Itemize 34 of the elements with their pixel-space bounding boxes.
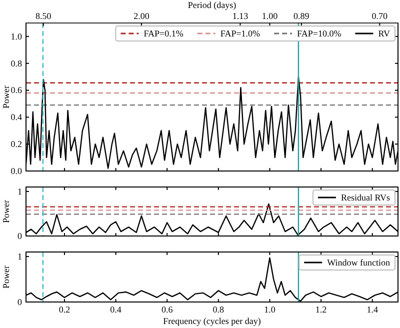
text: 1.00 <box>262 11 278 21</box>
x2-axis-title: Period (days) <box>188 0 236 10</box>
legend-label: Residual RVs <box>340 192 390 202</box>
x-tick-label: 0.8 <box>212 304 225 314</box>
y-tick-label: 0.4 <box>10 112 22 122</box>
x-tick-label: 1.2 <box>315 304 327 314</box>
y-tick-label: 0.0 <box>10 166 22 176</box>
x-axis-title: Frequency (cycles per day) <box>163 316 261 326</box>
x-tick-label: 1.4 <box>366 304 378 314</box>
x-tick-label: 0.4 <box>110 304 122 314</box>
y-tick-label: 0.6 <box>10 85 22 96</box>
text: 0.89 <box>294 11 310 21</box>
legend-label: FAP=0.1% <box>144 28 184 38</box>
text: 2.00 <box>134 11 150 21</box>
y-tick-label: 1 <box>18 186 22 196</box>
y-tick-label: 1 <box>18 251 22 262</box>
y-tick-label: 0 <box>18 230 22 241</box>
x-tick-label: 1.0 <box>264 304 276 314</box>
legend-label: FAP=1.0% <box>220 28 261 38</box>
y-tick-label: 0 <box>18 296 22 307</box>
text: 8.50 <box>35 11 52 21</box>
y-axis-title: Power <box>1 200 11 223</box>
x-tick-label: 0.2 <box>58 304 70 314</box>
text: 0.70 <box>372 11 388 21</box>
legend-label: Window function <box>327 258 390 268</box>
y-axis-title: Power <box>1 86 11 108</box>
x-tick-label: 0.6 <box>161 304 174 314</box>
y-axis-title: Power <box>1 266 11 288</box>
y-tick-label: 1.0 <box>10 31 22 42</box>
legend-label: FAP=10.0% <box>297 28 342 38</box>
y-tick-label: 0.2 <box>10 138 22 149</box>
legend-label: RV <box>378 28 390 38</box>
text: 1.13 <box>232 11 249 21</box>
y-tick-label: 0.8 <box>10 58 22 68</box>
